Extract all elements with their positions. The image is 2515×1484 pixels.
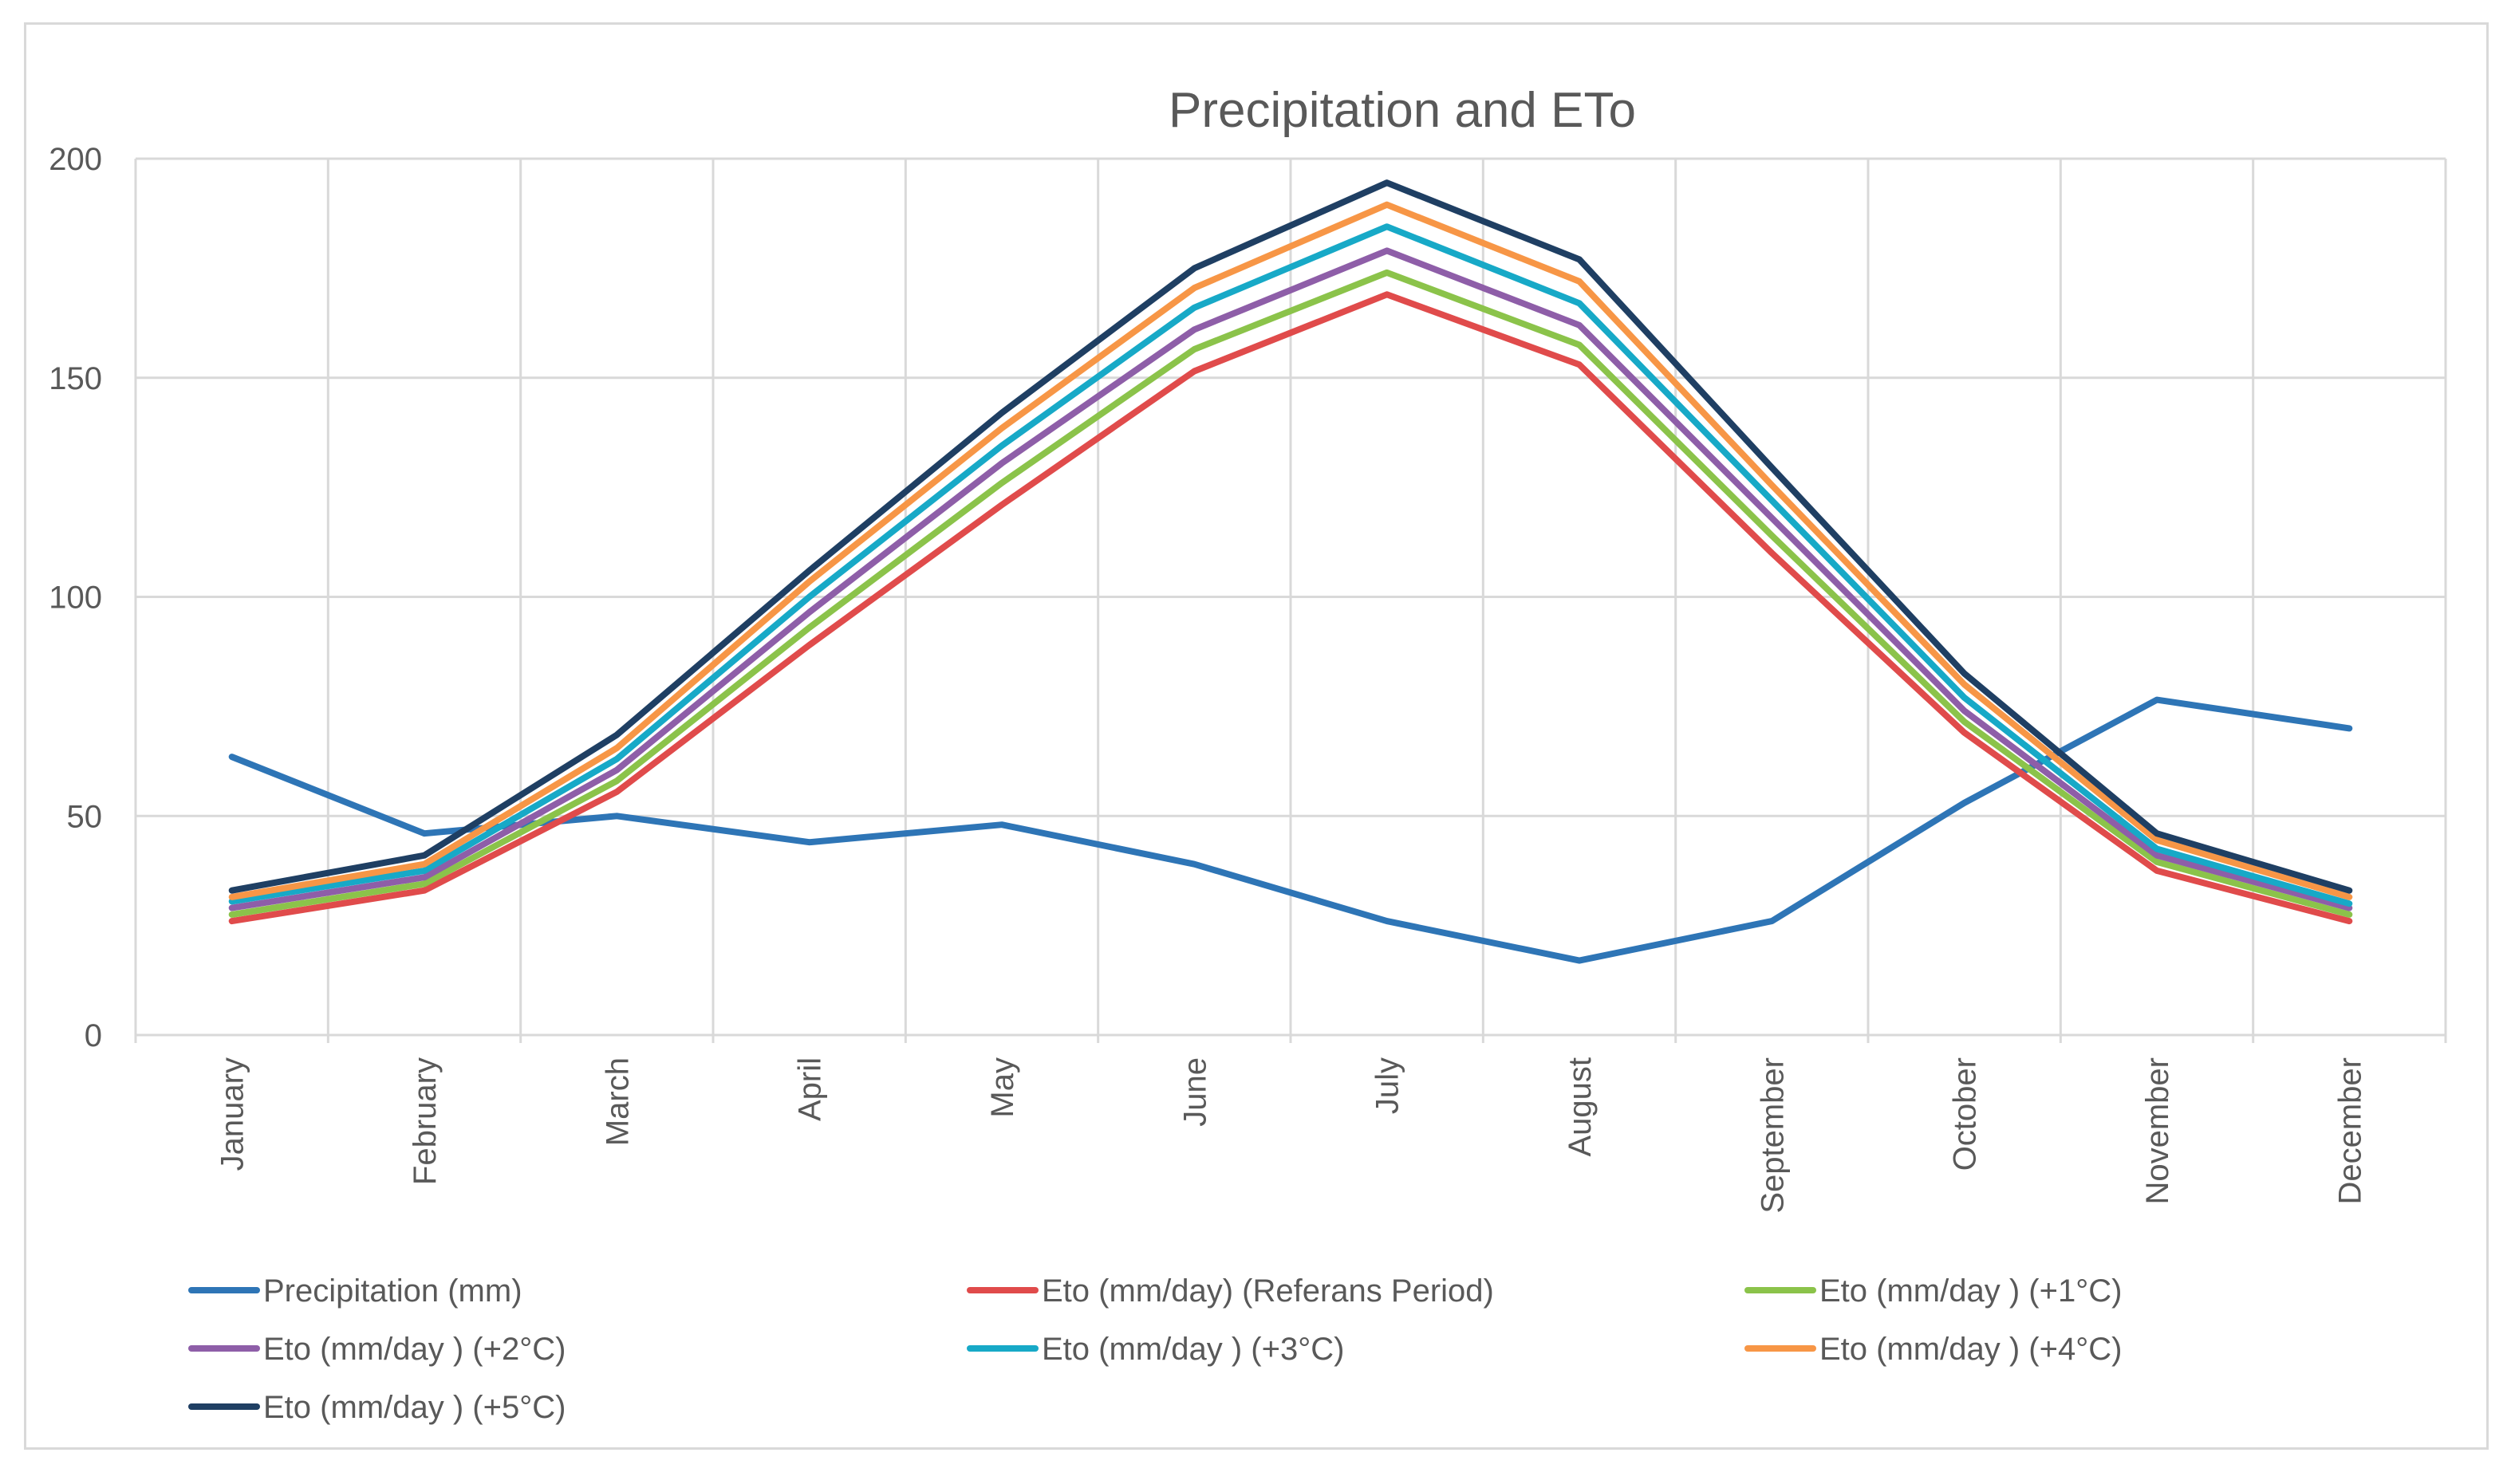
x-tick-label: January	[215, 1057, 250, 1171]
legend-label: Eto (mm/day ) (+4°C)	[1819, 1332, 2122, 1367]
series-line	[228, 291, 2353, 925]
series-line	[228, 269, 2353, 918]
y-tick-label: 0	[85, 1018, 102, 1053]
series-line	[228, 696, 2353, 964]
legend: Precipitation (mm) Eto (mm/day) (Referans…	[188, 1273, 2122, 1425]
x-tick-label: June	[1177, 1057, 1212, 1127]
legend-label: Eto (mm/day ) (+2°C)	[263, 1332, 566, 1367]
chart-frame: 0 50 100 150 200 January February March April May…	[24, 22, 2489, 1450]
legend-label: Eto (mm/day) (Referans Period)	[1042, 1273, 1494, 1309]
x-tick-label: March	[600, 1057, 635, 1146]
x-tick-label: May	[985, 1057, 1020, 1118]
line-chart: 0 50 100 150 200 January February March April May…	[49, 83, 2447, 1425]
legend-label: Eto (mm/day ) (+5°C)	[263, 1390, 566, 1425]
series-line	[228, 223, 2353, 907]
x-tick-label: August	[1563, 1057, 1598, 1157]
axis-layer: 0 50 100 150 200 January February March April May…	[49, 142, 2447, 1214]
legend-label: Eto (mm/day ) (+3°C)	[1042, 1332, 1344, 1367]
x-tick-label: February	[408, 1057, 443, 1185]
x-tick-label: April	[793, 1057, 828, 1121]
x-tick-label: October	[1948, 1057, 1983, 1171]
legend-label: Precipitation (mm)	[263, 1273, 522, 1309]
x-tick-label: November	[2140, 1057, 2175, 1205]
y-tick-label: 200	[49, 142, 102, 177]
x-tick-label: September	[1755, 1057, 1790, 1214]
x-tick-label: December	[2332, 1057, 2367, 1205]
y-tick-label: 150	[49, 361, 102, 396]
series-line	[228, 179, 2353, 894]
grid-layer	[134, 157, 2447, 1037]
x-tick-label: July	[1370, 1057, 1405, 1114]
legend-label: Eto (mm/day ) (+1°C)	[1819, 1273, 2122, 1309]
series-line	[228, 201, 2353, 900]
series-layer	[228, 179, 2353, 964]
series-line	[228, 247, 2353, 911]
chart-title: Precipitation and ETo	[1169, 83, 1636, 138]
y-tick-label: 50	[67, 799, 103, 834]
y-tick-label: 100	[49, 581, 102, 616]
